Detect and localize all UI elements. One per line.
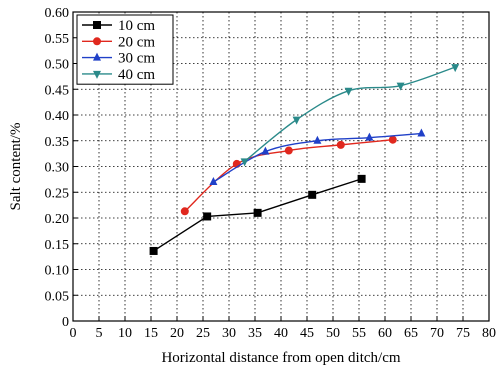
data-point [357, 174, 366, 183]
x-tick-label: 30 [222, 326, 236, 341]
x-tick-label: 40 [274, 326, 288, 341]
x-tick-label: 80 [482, 326, 496, 341]
data-point [388, 135, 397, 144]
y-tick-label: 0.60 [45, 6, 70, 21]
x-tick-label: 60 [378, 326, 392, 341]
legend-label: 30 cm [118, 51, 155, 67]
x-tick-label: 65 [404, 326, 418, 341]
data-point [313, 135, 322, 144]
series-4 [240, 64, 460, 167]
data-point [149, 246, 158, 255]
data-point [396, 82, 405, 91]
data-point [203, 212, 212, 221]
y-tick-label: 0.25 [45, 186, 70, 201]
x-tick-label: 50 [326, 326, 340, 341]
data-point [292, 116, 301, 125]
y-tick-label: 0.35 [45, 135, 70, 150]
legend-label: 40 cm [118, 67, 155, 83]
data-point [209, 176, 218, 185]
x-tick-label: 75 [456, 326, 470, 341]
x-tick-label: 20 [170, 326, 184, 341]
data-point [417, 128, 426, 137]
y-tick-label: 0.30 [45, 161, 70, 176]
legend-label: 20 cm [118, 34, 155, 50]
x-tick-label: 15 [144, 326, 158, 341]
legend-entry: 30 cm [82, 51, 155, 67]
legend-label: 10 cm [118, 18, 155, 34]
series-3 [209, 128, 426, 185]
x-tick-label: 0 [70, 326, 77, 341]
legend-entry: 40 cm [82, 67, 155, 83]
y-axis-title: Salt content/% [8, 123, 24, 211]
y-tick-label: 0.40 [45, 109, 70, 124]
y-tick-label: 0.10 [45, 264, 70, 279]
y-tick-label: 0.45 [45, 83, 70, 98]
x-tick-label: 25 [196, 326, 210, 341]
data-point [240, 158, 249, 167]
legend-marker [93, 70, 101, 79]
x-tick-label: 5 [96, 326, 103, 341]
data-point [261, 146, 270, 155]
y-tick-label: 0.05 [45, 289, 70, 304]
legend-entry: 20 cm [82, 34, 155, 50]
data-point [336, 140, 345, 149]
y-tick-label: 0.20 [45, 212, 70, 227]
y-tick-label: 0.55 [45, 32, 70, 47]
x-tick-label: 10 [118, 326, 132, 341]
legend-entry: 10 cm [82, 18, 155, 34]
axis-ticks: 0 5 10 15 20 25 30 35 40 45 50 55 60 65 70 75 80 0 0.05 0.1… [45, 6, 497, 341]
series-line [244, 66, 456, 162]
data-point [180, 207, 189, 216]
data-point [365, 132, 374, 141]
data-point [451, 64, 460, 73]
x-tick-label: 55 [352, 326, 366, 341]
data-point [253, 208, 262, 217]
legend-marker [93, 52, 101, 61]
x-axis-title: Horizontal distance from open ditch/cm [161, 350, 400, 366]
x-tick-label: 45 [300, 326, 314, 341]
legend-marker [93, 37, 101, 46]
series-1 [149, 174, 366, 255]
legend-marker [93, 21, 101, 29]
data-point [308, 190, 317, 199]
x-tick-label: 70 [430, 326, 444, 341]
data-point [344, 87, 353, 96]
y-tick-label: 0.50 [45, 58, 70, 73]
y-tick-label: 0.15 [45, 238, 70, 253]
x-tick-label: 35 [248, 326, 262, 341]
data-point [284, 146, 293, 155]
data-series [149, 64, 460, 255]
y-tick-label: 0 [62, 315, 69, 330]
